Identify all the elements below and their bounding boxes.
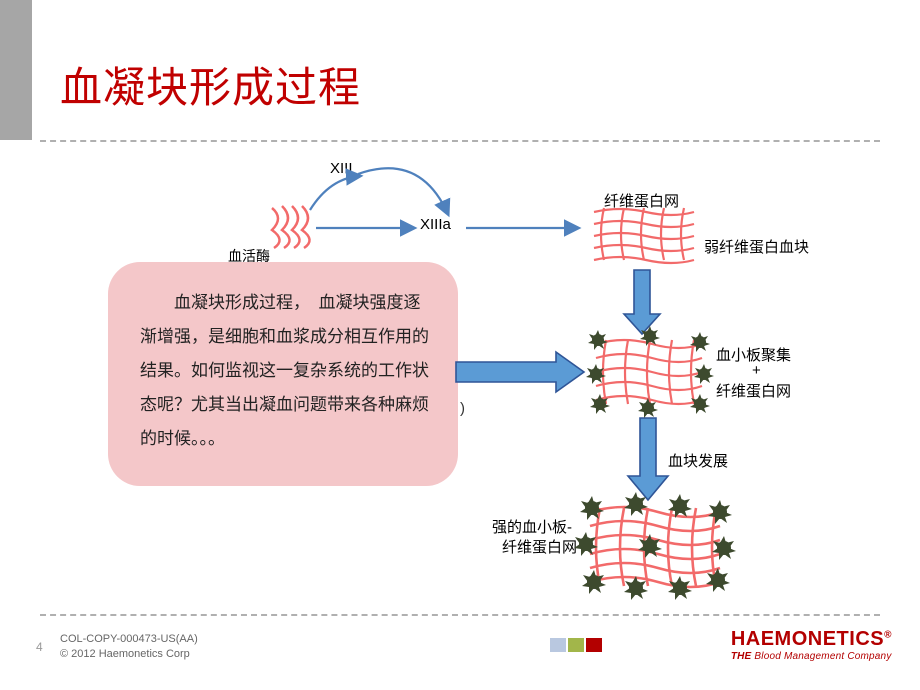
- label-clot-dev: 血块发展: [668, 450, 728, 471]
- footer-code: COL-COPY-000473-US(AA): [60, 632, 198, 647]
- label-xiiia: XIIIa: [420, 216, 451, 233]
- mesh-weak: [594, 208, 694, 263]
- label-fibrin-net: 纤维蛋白网: [604, 190, 679, 211]
- label-strong2: 纤维蛋白网: [502, 536, 577, 557]
- label-plus: +: [752, 362, 761, 379]
- mesh-platelet-2: [574, 492, 736, 600]
- mesh-platelet-1: [586, 326, 714, 418]
- arrow-mesh2-to-mesh3: [628, 418, 668, 500]
- page-number: 4: [36, 640, 43, 654]
- brand-tag-the: THE: [731, 651, 752, 662]
- label-weak-clot: 弱纤维蛋白血块: [704, 236, 809, 257]
- divider-top: [40, 140, 880, 142]
- brand-tagline: THE Blood Management Company: [731, 651, 892, 662]
- divider-bottom: [40, 614, 880, 616]
- square-1: [550, 638, 566, 652]
- square-2: [568, 638, 584, 652]
- label-xiii: XIII: [330, 160, 353, 177]
- brand-reg: ®: [884, 629, 892, 640]
- footer-left: COL-COPY-000473-US(AA) © 2012 Haemonetic…: [60, 632, 198, 663]
- brand-name: HAEMONETICS®: [731, 628, 892, 651]
- sidebar-accent: [0, 0, 32, 140]
- slide: 血凝块形成过程 XIII XIIIa 血活酶 纤维蛋白网 弱纤维蛋白血块 血小板…: [0, 0, 920, 690]
- callout-text: 血凝块形成过程， 血凝块强度逐渐增强，是细胞和血浆成分相互作用的结果。如何监视这…: [140, 286, 436, 456]
- square-3: [586, 638, 602, 652]
- label-strong1: 强的血小板-: [492, 516, 572, 537]
- label-paren: ): [460, 400, 465, 417]
- callout-box: 血凝块形成过程， 血凝块强度逐渐增强，是细胞和血浆成分相互作用的结果。如何监视这…: [108, 262, 458, 486]
- arrow-mesh1-to-mesh2: [624, 270, 660, 334]
- arrow-callout-to-mesh2: [456, 352, 584, 392]
- brand-name-text: HAEMONETICS: [731, 628, 884, 650]
- fibers-icon: [272, 206, 310, 248]
- arrow-fibers-to-xiii: [310, 176, 360, 210]
- brand-logo: HAEMONETICS® THE Blood Management Compan…: [731, 628, 892, 662]
- brand-tag-rest: Blood Management Company: [751, 651, 891, 662]
- slide-title: 血凝块形成过程: [60, 54, 361, 115]
- arrow-xiii-to-xiiia: [358, 168, 448, 214]
- label-fibrin-net2: 纤维蛋白网: [716, 380, 791, 401]
- brand-squares: [550, 638, 602, 652]
- footer-copyright: © 2012 Haemonetics Corp: [60, 647, 198, 662]
